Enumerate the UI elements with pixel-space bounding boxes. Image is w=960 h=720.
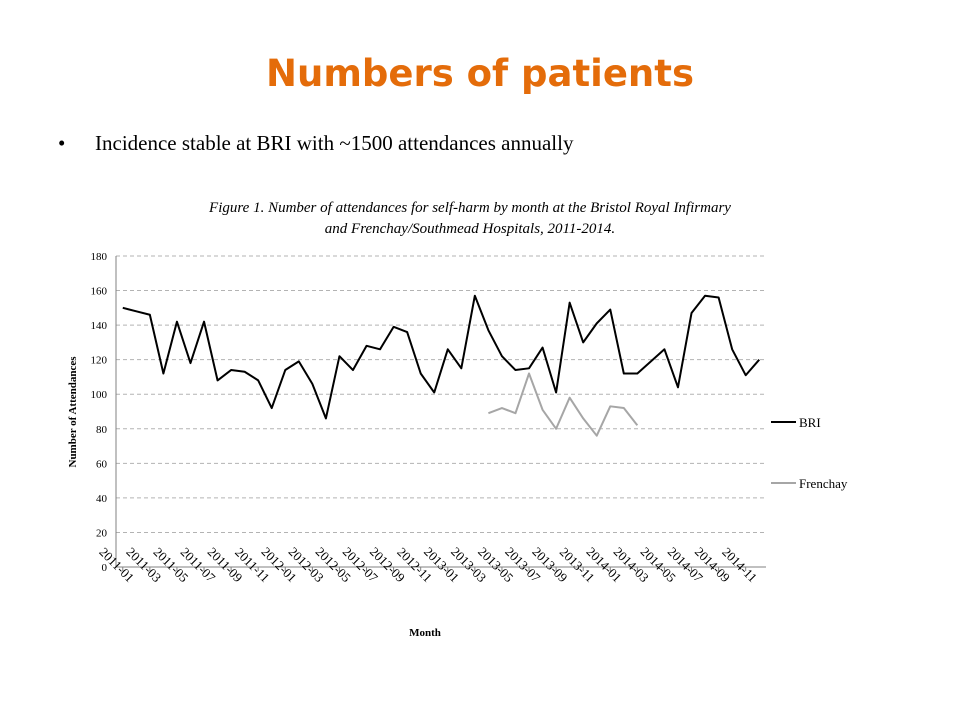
y-tick-label: 120	[91, 355, 108, 367]
series-lines	[122, 294, 760, 437]
legend-label-bri: BRI	[799, 415, 821, 430]
y-tick-label: 40	[96, 493, 108, 505]
y-tick-label: 20	[96, 527, 108, 539]
axes	[115, 256, 766, 568]
legend: BRI Frenchay	[771, 415, 848, 491]
bullet-symbol: •	[58, 131, 66, 155]
y-tick-label: 60	[96, 458, 108, 470]
bullet-point: • Incidence stable at BRI with ~1500 atte…	[58, 131, 573, 156]
slide-title: Numbers of patients	[266, 52, 694, 95]
y-tick-labels: 0 20 40 60 80 100 120 140 160 180	[91, 251, 108, 574]
series-line-frenchay	[488, 372, 639, 437]
caption-line-1: Figure 1. Number of attendances for self…	[209, 200, 731, 216]
bullet-text: Incidence stable at BRI with ~1500 atten…	[95, 131, 574, 155]
series-line-bri	[122, 294, 760, 420]
y-tick-label: 180	[91, 251, 108, 263]
x-tick-labels: 2011-012011-032011-052011-072011-092011-…	[96, 544, 760, 586]
y-tick-label: 100	[91, 389, 108, 401]
y-tick-label: 80	[96, 424, 108, 436]
figure-caption: Figure 1. Number of attendances for self…	[90, 198, 850, 240]
gridlines	[116, 255, 766, 533]
y-tick-label: 0	[102, 562, 108, 574]
y-axis-label: Number of Attendances	[67, 356, 79, 468]
y-tick-label: 140	[91, 320, 108, 332]
y-tick-label: 160	[91, 286, 108, 298]
x-axis-label: Month	[409, 627, 441, 639]
caption-line-2: and Frenchay/Southmead Hospitals, 2011-2…	[324, 221, 616, 237]
legend-label-frenchay: Frenchay	[799, 476, 848, 491]
